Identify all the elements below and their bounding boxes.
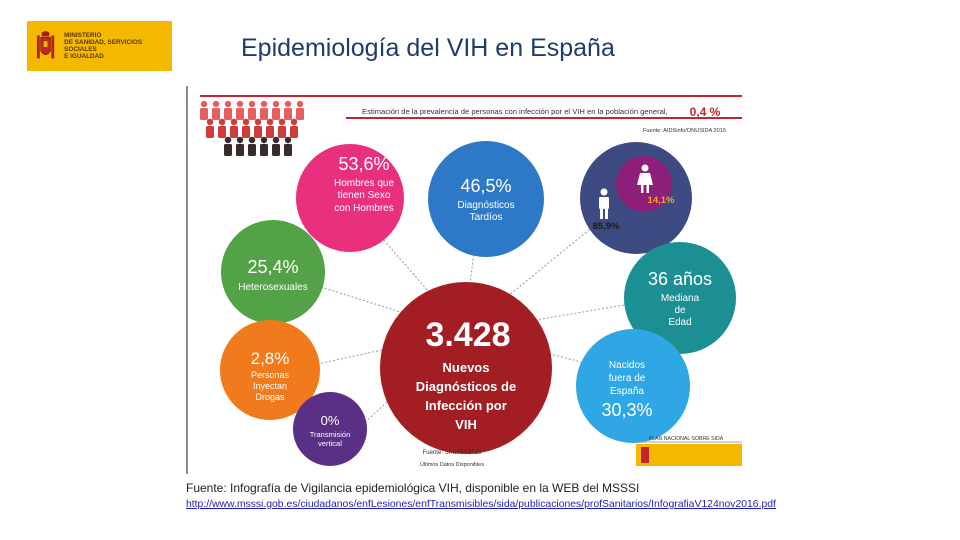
bubble-label-line: de: [674, 305, 686, 316]
bubble-label-line: Diagnósticos: [457, 200, 514, 211]
footer-note: Últimos Datos Disponibles: [420, 461, 484, 468]
bubble-label-line: vertical: [318, 439, 342, 448]
bubble-value: 2,8%: [251, 349, 290, 368]
bubble-value: 25,4%: [247, 257, 298, 277]
person-icon: [218, 118, 226, 138]
person-icon: [248, 100, 256, 120]
person-icon: [224, 100, 232, 120]
banner-value: 0,4 %: [690, 105, 721, 119]
bubble-label-line: Inyectan: [253, 381, 287, 391]
bubble-circle: [576, 329, 690, 443]
female-icon: [637, 164, 653, 193]
bubble-value: 53,6%: [338, 154, 389, 174]
person-icon: [248, 136, 256, 156]
person-icon: [236, 136, 244, 156]
bubble-label-line: Hombres que: [334, 178, 394, 189]
person-icon: [290, 118, 298, 138]
bubble-label-line: Personas: [251, 370, 290, 380]
people-crowd-icon: [200, 100, 304, 156]
bubble-circle: [293, 392, 367, 466]
bubble-label-line: tienen Sexo: [338, 190, 391, 201]
person-icon: [266, 118, 274, 138]
person-icon: [212, 100, 220, 120]
caption-url[interactable]: http://www.msssi.gob.es/ciudadanos/enfLe…: [186, 499, 776, 510]
slide-title: Epidemiología del VIH en España: [241, 34, 615, 62]
infographic: Estimación de la prevalencia de personas…: [186, 86, 742, 474]
bubble-circle: [624, 242, 736, 354]
person-icon: [206, 118, 214, 138]
coat-of-arms-icon: [36, 31, 55, 59]
male-percentage: 85,9%: [593, 221, 620, 232]
banner-source: Fuente: AIDSinfo/ONUSIDA 2015: [643, 128, 726, 134]
bubble-circle: [380, 282, 552, 454]
logo-line: DE SANIDAD, SERVICIOS SOCIALES: [64, 38, 143, 53]
banner-text: Estimación de la prevalencia de personas…: [362, 107, 668, 116]
logo-text: MINISTERIO DE SANIDAD, SERVICIOS SOCIALE…: [64, 32, 172, 61]
bubble-label-line: Nuevos: [443, 360, 490, 375]
person-icon: [224, 136, 232, 156]
bubble-centro: 3.428 Nuevos Diagnósticos de Infección p…: [380, 282, 552, 454]
bubble-tardios: 46,5% Diagnósticos Tardíos: [428, 141, 544, 257]
bubble-sexo: 14,1% 85,9%: [580, 142, 692, 254]
person-icon: [230, 118, 238, 138]
bubble-circle: [221, 220, 325, 324]
bubble-label-line: Transmisión: [310, 430, 351, 439]
bubble-value: 30,3%: [601, 400, 652, 420]
female-percentage: 14,1%: [648, 195, 675, 206]
person-icon: [236, 100, 244, 120]
bubble-edad: 36 años Mediana de Edad: [624, 242, 736, 354]
bubble-value: 46,5%: [460, 176, 511, 196]
bubble-label-line: Heterosexuales: [238, 282, 307, 293]
bubble-label-line: Tardíos: [470, 212, 503, 223]
bubble-value: 36 años: [648, 269, 712, 289]
bubble-udi: 2,8% Personas Inyectan Drogas: [220, 320, 320, 420]
person-icon: [242, 118, 250, 138]
bubble-circle: [220, 320, 320, 420]
mini-logo-bg: [636, 444, 742, 466]
logo-line: E IGUALDAD: [64, 53, 104, 61]
bubble-label-line: Mediana: [661, 293, 700, 304]
bubble-circle: [428, 141, 544, 257]
bubble-label-line: España: [610, 386, 644, 397]
person-icon: [260, 100, 268, 120]
plan-text: PLAN NACIONAL SOBRE SIDA: [649, 436, 724, 442]
person-icon: [260, 136, 268, 156]
person-icon: [278, 118, 286, 138]
bubble-circle: [296, 144, 404, 252]
bubble-vertical: 0% Transmisión vertical: [293, 392, 367, 466]
bubble-label-line: Diagnósticos de: [416, 379, 516, 394]
person-icon: [272, 100, 280, 120]
bubble-label-line: fuera de: [609, 373, 646, 384]
mini-crest-icon: [641, 447, 649, 463]
bubble-label-line: Infección por: [425, 398, 507, 413]
bubble-label-line: Drogas: [255, 392, 285, 402]
person-icon: [272, 136, 280, 156]
person-icon: [254, 118, 262, 138]
bubble-hetero: 25,4% Heterosexuales: [221, 220, 325, 324]
ministry-mini-logo: [636, 444, 742, 466]
caption-source: Fuente: Infografía de Vigilancia epidemi…: [186, 481, 640, 495]
person-icon: [284, 100, 292, 120]
bubble-value: 3.428: [425, 316, 510, 354]
logo-line: MINISTERIO: [64, 31, 102, 39]
male-icon: [599, 188, 609, 219]
person-icon: [200, 100, 208, 120]
bubble-label-line: con Hombres: [334, 203, 393, 214]
bubble-label-line: Edad: [668, 317, 691, 328]
person-icon: [296, 100, 304, 120]
bubble-hsh: 53,6% Hombres que tienen Sexo con Hombre…: [296, 144, 404, 252]
bubble-extranjeros: Nacidos fuera de España 30,3%: [576, 329, 690, 443]
footer-source: Fuente: SINIVIH 2015: [423, 450, 482, 456]
bubble-label-line: VIH: [455, 417, 477, 432]
ministry-logo: MINISTERIO DE SANIDAD, SERVICIOS SOCIALE…: [27, 21, 172, 71]
person-icon: [284, 136, 292, 156]
bubble-value: 0%: [321, 413, 340, 428]
bubble-label-line: Nacidos: [609, 360, 645, 371]
